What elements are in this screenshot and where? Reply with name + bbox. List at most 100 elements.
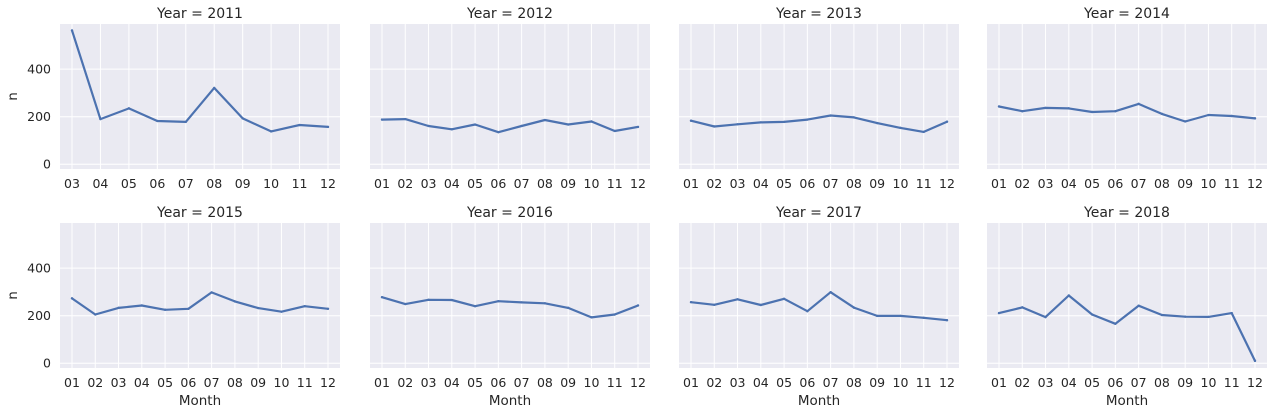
data-point bbox=[450, 128, 454, 131]
x-tick-label: 03 bbox=[730, 176, 746, 191]
x-tick-label: 10 bbox=[584, 375, 600, 390]
x-tick-label: 04 bbox=[1061, 176, 1077, 191]
x-tick-label: 06 bbox=[490, 176, 506, 191]
x-tick-label: 04 bbox=[1061, 375, 1077, 390]
x-tick-label: 10 bbox=[1201, 176, 1217, 191]
x-tick-label: 10 bbox=[274, 375, 290, 390]
data-point bbox=[380, 295, 384, 299]
data-point bbox=[636, 304, 640, 307]
x-tick-label: 07 bbox=[1131, 375, 1147, 390]
x-tick-label: 09 bbox=[869, 375, 885, 390]
data-point bbox=[829, 290, 832, 294]
data-point bbox=[1067, 107, 1071, 110]
x-tick-label: 02 bbox=[397, 176, 413, 191]
data-point bbox=[1230, 114, 1233, 118]
x-tick-label: 08 bbox=[1154, 375, 1170, 390]
data-point bbox=[520, 124, 523, 128]
x-tick-label: 09 bbox=[1177, 176, 1193, 191]
data-point bbox=[689, 119, 693, 122]
facet-panel: Year = 2011 03 04 05 06 07 08 09 10 11 12 0 200 400 n bbox=[5, 6, 340, 191]
data-point bbox=[298, 123, 301, 127]
facet-panel: Year = 2012 01 02 03 04 05 06 07 08 09 10 11 12 bbox=[370, 6, 650, 191]
x-tick-label: 08 bbox=[206, 176, 222, 191]
x-tick-label: 03 bbox=[1038, 176, 1054, 191]
data-point bbox=[922, 316, 925, 320]
data-point bbox=[899, 314, 902, 318]
panel-title: Year = 2018 bbox=[1083, 205, 1170, 221]
plot-area bbox=[987, 24, 1267, 169]
x-tick-label: 12 bbox=[1247, 375, 1263, 390]
data-point bbox=[590, 120, 593, 123]
data-point bbox=[497, 300, 500, 303]
data-point bbox=[156, 119, 159, 123]
data-point bbox=[1090, 110, 1094, 114]
data-point bbox=[1160, 313, 1164, 317]
data-point bbox=[280, 310, 283, 313]
data-point bbox=[636, 125, 640, 129]
facet-panel: Year = 2017 01 02 03 04 05 06 07 08 09 10 11 12 Month bbox=[679, 205, 959, 409]
panel-title: Year = 2012 bbox=[466, 6, 553, 22]
data-point bbox=[127, 107, 131, 110]
data-point bbox=[782, 297, 786, 301]
x-tick-label: 01 bbox=[374, 375, 390, 390]
facet-panel: Year = 2013 01 02 03 04 05 06 07 08 09 10 11 12 bbox=[679, 6, 959, 191]
x-tick-label: 05 bbox=[467, 176, 483, 191]
x-axis-label: Month bbox=[1106, 393, 1148, 409]
data-point bbox=[806, 118, 809, 121]
data-point bbox=[997, 311, 1001, 315]
data-point bbox=[759, 121, 763, 124]
x-tick-label: 01 bbox=[683, 176, 699, 191]
x-tick-label: 12 bbox=[939, 375, 955, 390]
x-tick-label: 12 bbox=[1247, 176, 1263, 191]
data-point bbox=[140, 304, 144, 307]
data-point bbox=[997, 105, 1001, 108]
x-tick-label: 08 bbox=[846, 375, 862, 390]
x-tick-label: 07 bbox=[1131, 176, 1147, 191]
x-tick-label: 08 bbox=[537, 176, 553, 191]
x-tick-label: 12 bbox=[630, 176, 646, 191]
plot-area bbox=[679, 24, 959, 169]
data-point bbox=[70, 297, 74, 300]
data-point bbox=[380, 118, 384, 121]
x-tick-label: 01 bbox=[991, 176, 1007, 191]
data-point bbox=[326, 125, 330, 129]
x-tick-label: 04 bbox=[444, 375, 460, 390]
x-tick-label: 09 bbox=[869, 176, 885, 191]
data-point bbox=[213, 86, 216, 90]
x-tick-label: 05 bbox=[776, 375, 792, 390]
x-tick-label: 02 bbox=[706, 176, 722, 191]
x-tick-label: 06 bbox=[1107, 176, 1123, 191]
x-tick-label: 08 bbox=[227, 375, 243, 390]
facet-panel: Year = 2018 01 02 03 04 05 06 07 08 09 10 11 12 Month bbox=[987, 205, 1267, 409]
data-point bbox=[1183, 315, 1187, 318]
data-point bbox=[1160, 112, 1164, 116]
plot-area bbox=[60, 24, 340, 169]
x-tick-label: 07 bbox=[178, 176, 194, 191]
x-tick-label: 02 bbox=[1014, 176, 1030, 191]
x-tick-label: 08 bbox=[1154, 176, 1170, 191]
facet-panel: Year = 2014 01 02 03 04 05 06 07 08 09 10 11 12 bbox=[987, 6, 1267, 191]
x-tick-label: 11 bbox=[1224, 375, 1240, 390]
x-tick-label: 11 bbox=[916, 375, 932, 390]
series-line bbox=[997, 102, 1257, 123]
x-tick-label: 12 bbox=[320, 176, 336, 191]
series-line bbox=[70, 291, 330, 316]
x-tick-label: 04 bbox=[753, 375, 769, 390]
data-point bbox=[1183, 120, 1187, 123]
x-tick-label: 09 bbox=[1177, 375, 1193, 390]
data-point bbox=[326, 307, 330, 311]
x-tick-label: 07 bbox=[204, 375, 220, 390]
x-tick-label: 04 bbox=[92, 176, 108, 191]
data-point bbox=[473, 304, 477, 308]
data-point bbox=[613, 313, 616, 316]
y-tick-label: 400 bbox=[27, 261, 51, 276]
data-point bbox=[759, 303, 763, 307]
y-tick-label: 400 bbox=[27, 62, 51, 77]
x-tick-label: 05 bbox=[776, 176, 792, 191]
x-tick-label: 01 bbox=[991, 375, 1007, 390]
data-point bbox=[210, 291, 213, 294]
data-point bbox=[899, 126, 902, 130]
x-axis-label: Month bbox=[798, 393, 840, 409]
x-tick-label: 11 bbox=[607, 375, 623, 390]
